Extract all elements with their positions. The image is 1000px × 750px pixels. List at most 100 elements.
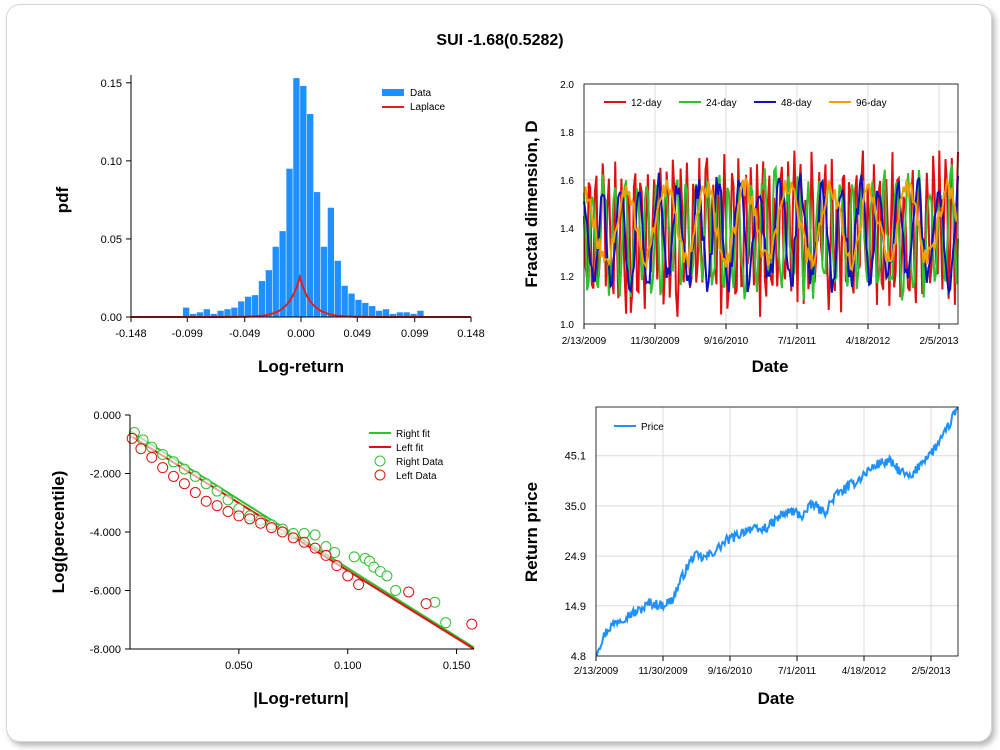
left-data-point: [146, 451, 158, 463]
x-tick-label: 2/5/2013: [912, 666, 951, 677]
histogram-bar: [396, 312, 403, 317]
x-axis-label: |Log-return|: [253, 689, 348, 708]
series-line-48-day: [583, 172, 959, 297]
legend-label-96-day: 96-day: [856, 98, 887, 109]
histogram-bar: [362, 302, 369, 317]
series-line-96-day: [583, 175, 959, 272]
x-tick-label: 0.099: [401, 328, 429, 340]
y-tick-label: 24.9: [565, 551, 586, 563]
histogram-bar: [203, 309, 210, 317]
y-tick-label: 4.8: [571, 651, 586, 663]
y-tick-label: 1.4: [560, 224, 574, 235]
histogram-bar: [265, 270, 272, 317]
x-tick-label: -0.049: [229, 328, 260, 340]
histogram-bar: [272, 246, 279, 317]
left-data-point: [420, 598, 432, 610]
left-data-point: [353, 579, 365, 591]
right-data-point: [157, 448, 169, 460]
price-line: [596, 406, 959, 656]
y-tick-label: 1.8: [560, 128, 574, 139]
x-tick-label: 7/1/2011: [778, 666, 817, 677]
left-data-point: [211, 500, 223, 512]
left-data-point: [189, 487, 201, 499]
y-tick-label: 2.0: [560, 80, 574, 91]
histogram-bar: [389, 313, 397, 317]
x-tick-label: 0.100: [334, 660, 362, 672]
legend: Price: [614, 422, 664, 433]
histogram-bar: [341, 285, 348, 317]
legend-swatch-left-data: [374, 469, 386, 481]
x-tick-label: 0.150: [443, 660, 471, 672]
histogram-bar: [369, 306, 376, 317]
y-tick-label: 14.9: [565, 601, 586, 613]
x-tick-label: 11/30/2009: [638, 666, 688, 677]
histogram-bar: [313, 192, 321, 317]
left-data-point: [466, 618, 478, 630]
legend-label-48-day: 48-day: [781, 98, 812, 109]
legend-label-12-day: 12-day: [631, 98, 662, 109]
right-data-point: [178, 463, 190, 475]
chart-frame: [6, 4, 992, 742]
left-data-point: [276, 526, 288, 538]
histogram-bar: [375, 310, 383, 317]
y-tick-label: 0.000: [93, 410, 121, 422]
legend-label-left-data: Left Data: [396, 471, 437, 482]
right-data-point: [222, 494, 234, 506]
left-data-point: [244, 513, 256, 525]
y-tick-label: 1.2: [560, 272, 574, 283]
x-tick-label: -0.099: [172, 328, 203, 340]
y-tick-label: 0.00: [101, 312, 122, 324]
legend-label-data: Data: [410, 88, 432, 99]
legend-label-right-fit: Right fit: [396, 429, 430, 440]
histogram-bar: [355, 299, 362, 317]
y-tick-label: 0.05: [101, 234, 122, 246]
left-data-point: [178, 478, 190, 490]
x-tick-label: 2/5/2013: [920, 336, 959, 347]
left-data-point: [222, 506, 234, 518]
left-data-point: [309, 542, 321, 554]
y-axis-label: Fractal dimension, D: [522, 120, 541, 287]
histogram-bar: [307, 114, 314, 317]
y-tick-label: 1.0: [560, 320, 574, 331]
y-tick-label: 35.0: [565, 501, 586, 513]
left-data-point: [403, 586, 415, 598]
x-tick-label: -0.148: [115, 328, 146, 340]
histogram-bar: [410, 313, 417, 317]
left-data-point: [157, 462, 169, 474]
x-tick-label: 4/18/2012: [842, 666, 887, 677]
histogram-bar: [382, 309, 390, 317]
x-tick-label: 2/13/2009: [562, 336, 607, 347]
histogram-bar: [327, 207, 335, 317]
left-data-point: [331, 560, 343, 572]
right-data-point: [200, 478, 212, 490]
legend-label-price: Price: [641, 422, 664, 433]
legend-label-left-fit: Left fit: [396, 443, 423, 454]
y-tick-label: 0.15: [101, 78, 122, 90]
histogram-bar: [224, 309, 231, 317]
histogram-bar: [348, 293, 355, 317]
histogram-bar: [210, 313, 217, 317]
histogram-bar: [300, 85, 307, 317]
histogram-bar: [258, 281, 266, 317]
y-axis-label: Return price: [522, 482, 541, 582]
legend: Data Laplace: [382, 88, 445, 113]
right-data-point: [381, 570, 393, 582]
x-tick-label: 2/13/2009: [574, 666, 619, 677]
x-axis-label: Log-return: [258, 357, 344, 376]
histogram-bar: [196, 312, 204, 317]
x-tick-label: 11/30/2009: [630, 336, 680, 347]
left-data-point: [200, 495, 212, 507]
y-tick-label: 1.6: [560, 176, 574, 187]
right-data-point: [390, 585, 402, 596]
histogram-bar: [217, 310, 224, 317]
legend-swatch-right-data: [374, 455, 386, 467]
histogram-bar: [182, 307, 190, 317]
histogram-bar: [286, 168, 293, 317]
histogram-bar: [279, 231, 286, 317]
legend-label-laplace: Laplace: [410, 102, 445, 113]
x-tick-label: 0.050: [225, 660, 253, 672]
